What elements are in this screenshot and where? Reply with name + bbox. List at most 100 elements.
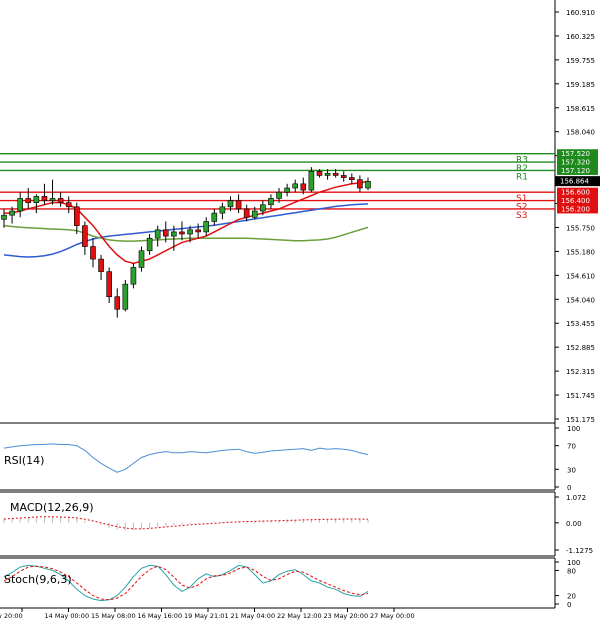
candle-up bbox=[9, 210, 15, 216]
candle bbox=[130, 263, 137, 289]
candle bbox=[187, 225, 193, 243]
stoch-k-line bbox=[3, 564, 369, 602]
level-tag: 156.200 bbox=[561, 205, 590, 213]
candle bbox=[219, 202, 226, 220]
candle-down bbox=[41, 196, 48, 201]
candle-up bbox=[17, 198, 23, 212]
candle bbox=[106, 267, 112, 303]
candle bbox=[25, 188, 32, 209]
macd-histogram bbox=[3, 516, 369, 531]
candlesticks bbox=[1, 167, 371, 318]
candle bbox=[365, 177, 371, 191]
macd-panel: 1.072 0.00 -1.1275 MACD(12,26,9) bbox=[0, 491, 593, 557]
stoch-tick-label: 100 bbox=[567, 559, 580, 567]
candle bbox=[308, 167, 315, 193]
candle-down bbox=[349, 177, 355, 180]
candle bbox=[146, 234, 153, 255]
candle bbox=[17, 192, 23, 218]
x-tick-label: 16 May 16:00 bbox=[138, 612, 183, 620]
main-panel: 160.910 160.325 159.755 159.185 158.615 158.0… bbox=[0, 0, 600, 424]
rsi-y-axis: 100 70 30 0 bbox=[555, 425, 580, 492]
candle bbox=[65, 196, 72, 214]
candle-up bbox=[211, 212, 218, 222]
rsi-tick-label: 0 bbox=[567, 484, 571, 492]
candle-down bbox=[25, 198, 32, 203]
level-tag: 157.120 bbox=[561, 167, 590, 175]
candle-down bbox=[316, 170, 323, 176]
candle-up bbox=[251, 210, 258, 218]
level-tag: 156.600 bbox=[561, 189, 590, 197]
candle bbox=[138, 246, 145, 272]
candle bbox=[82, 221, 88, 255]
candle-up bbox=[130, 267, 137, 285]
candle-up bbox=[154, 229, 161, 239]
candle-down bbox=[195, 229, 201, 233]
candle bbox=[41, 183, 48, 205]
candle-up bbox=[219, 206, 226, 214]
candle bbox=[332, 169, 339, 178]
x-axis: y 20:00 14 May 00:00 15 May 08:00 16 May 16… bbox=[0, 608, 415, 620]
stoch-tick-label: 20 bbox=[567, 593, 576, 601]
x-tick-label: 22 May 12:00 bbox=[277, 612, 322, 620]
support-resistance-lines: R3 157.520 R2 157.320 R1 157.120 S1 156.600 S2 15… bbox=[0, 149, 598, 221]
y-tick-label: 154.610 bbox=[566, 272, 595, 280]
x-tick-label: 21 May 04:00 bbox=[231, 612, 276, 620]
level-label-s1: S1 bbox=[516, 194, 527, 204]
rsi-tick-label: 30 bbox=[567, 466, 576, 474]
candle-down bbox=[82, 225, 88, 247]
candle bbox=[211, 208, 218, 226]
stoch-d-line bbox=[3, 565, 369, 601]
main-y-axis: 160.910 160.325 159.755 159.185 158.615 158.0… bbox=[555, 9, 595, 424]
candle-down bbox=[357, 179, 363, 189]
macd-tick-label: 0.00 bbox=[566, 520, 582, 528]
candle-up bbox=[268, 198, 274, 206]
level-tag-bg bbox=[557, 196, 598, 206]
candle bbox=[90, 238, 96, 268]
candle-up bbox=[227, 200, 234, 208]
candle bbox=[1, 208, 7, 228]
candle-up bbox=[308, 170, 315, 191]
level-label-s2: S2 bbox=[516, 203, 527, 213]
candle bbox=[300, 177, 307, 195]
candle-down bbox=[65, 202, 72, 208]
rsi-tick-label: 100 bbox=[567, 425, 580, 433]
macd-label: MACD(12,26,9) bbox=[10, 501, 94, 514]
y-tick-label: 158.040 bbox=[566, 129, 595, 137]
candle bbox=[251, 206, 258, 220]
stoch-tick-label: 0 bbox=[567, 601, 571, 609]
y-tick-label: 152.885 bbox=[566, 344, 595, 352]
rsi-label: RSI(14) bbox=[4, 454, 44, 467]
candle-down bbox=[114, 296, 121, 310]
candle-down bbox=[340, 175, 347, 178]
ma-fast-line bbox=[4, 180, 369, 265]
candle bbox=[49, 179, 56, 205]
candle bbox=[243, 204, 250, 222]
candle bbox=[74, 202, 80, 234]
candle bbox=[268, 194, 274, 209]
candle-down bbox=[57, 198, 64, 203]
level-tag-bg bbox=[557, 157, 598, 167]
x-tick-label: y 20:00 bbox=[0, 612, 23, 620]
macd-tick-label: -1.1275 bbox=[566, 547, 593, 555]
x-tick-label: 15 May 08:00 bbox=[91, 612, 136, 620]
candle-down bbox=[179, 231, 185, 235]
x-tick-label: 23 May 20:00 bbox=[324, 612, 369, 620]
macd-signal-line bbox=[3, 516, 369, 530]
y-tick-label: 154.040 bbox=[566, 296, 595, 304]
level-tag: 156.400 bbox=[561, 197, 590, 205]
rsi-tick-label: 70 bbox=[567, 443, 576, 451]
candle bbox=[195, 223, 201, 239]
last-price-tag: 156.864 bbox=[555, 176, 600, 187]
level-tag-bg bbox=[557, 187, 598, 197]
y-tick-label: 159.185 bbox=[566, 81, 595, 89]
level-tag-bg bbox=[557, 165, 598, 175]
stoch-label: Stoch(9,6,3) bbox=[4, 573, 72, 586]
candle bbox=[171, 225, 177, 251]
candle-up bbox=[203, 221, 210, 233]
rsi-line bbox=[3, 443, 369, 473]
candle-up bbox=[122, 283, 129, 310]
level-tag-bg bbox=[557, 204, 598, 214]
candle-up bbox=[171, 231, 177, 237]
